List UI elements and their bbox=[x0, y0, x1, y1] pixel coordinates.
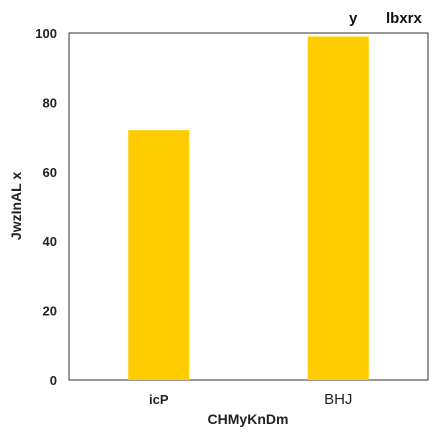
x-tick-label-BHJ: BHJ bbox=[324, 391, 352, 408]
legend-label-2: lbxrx bbox=[386, 10, 423, 27]
x-tick-label-icP: icP bbox=[149, 392, 169, 407]
x-axis-title: CHMyKnDm bbox=[208, 411, 289, 427]
y-axis-title: JwzInAL x bbox=[8, 172, 24, 240]
y-tick-label-20: 20 bbox=[43, 304, 57, 319]
x-axis-ticks: icP BHJ bbox=[149, 391, 352, 408]
legend: y lbxrx bbox=[349, 10, 423, 27]
y-axis-ticks: 0 20 40 60 80 100 bbox=[35, 26, 57, 388]
plot-frame bbox=[68, 32, 429, 381]
plot-area: 0 20 40 60 80 100 icP BHJ bbox=[35, 26, 429, 408]
bars bbox=[128, 36, 369, 380]
bar-BHJ bbox=[307, 36, 369, 380]
y-tick-label-100: 100 bbox=[35, 26, 57, 41]
bar-icP bbox=[128, 130, 190, 380]
y-tick-label-0: 0 bbox=[50, 373, 57, 388]
y-tick-label-40: 40 bbox=[43, 234, 57, 249]
legend-label-1: y bbox=[349, 10, 358, 27]
y-tick-label-60: 60 bbox=[43, 165, 57, 180]
y-tick-label-80: 80 bbox=[43, 95, 57, 110]
